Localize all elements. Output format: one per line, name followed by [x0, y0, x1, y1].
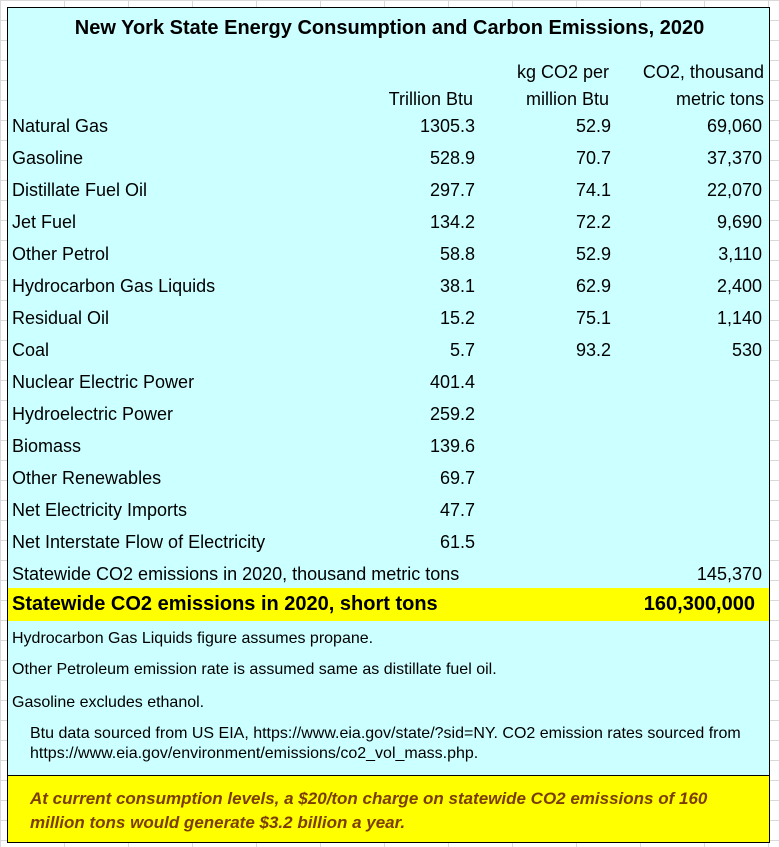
- row-label: Net Electricity Imports: [12, 500, 188, 520]
- summary-short-value: 160,300,000: [643, 593, 755, 615]
- note-other-petrol: Other Petroleum emission rate is assumed…: [12, 661, 497, 678]
- table-row: Nuclear Electric Power 401.4: [8, 366, 769, 398]
- table-row: Other Renewables 69.7: [8, 462, 769, 494]
- table-row: Biomass 139.6: [8, 430, 769, 462]
- table-row: Hydroelectric Power 259.2: [8, 398, 769, 430]
- table-row: Net Interstate Flow of Electricity 61.5: [8, 526, 769, 558]
- row-rate: 52.9: [575, 244, 611, 264]
- table-row: Gasoline 528.9 70.7 37,370: [8, 142, 769, 174]
- row-btu: 38.1: [439, 276, 475, 296]
- row-label: Hydrocarbon Gas Liquids: [12, 276, 216, 296]
- row-label: Jet Fuel: [12, 212, 77, 232]
- row-co2: 37,370: [706, 148, 762, 168]
- row-btu: 47.7: [439, 500, 475, 520]
- header-rate-line2: million Btu: [525, 89, 609, 109]
- row-co2: 1,140: [716, 308, 762, 328]
- header-rate-line1: kg CO2 per: [516, 62, 609, 82]
- table-row: Distillate Fuel Oil 297.7 74.1 22,070: [8, 174, 769, 206]
- row-btu: 5.7: [449, 340, 475, 360]
- note-source: Btu data sourced from US EIA, https://ww…: [30, 725, 741, 762]
- row-rate: 93.2: [575, 340, 611, 360]
- table-row: Net Electricity Imports 47.7: [8, 494, 769, 526]
- header-btu: Trillion Btu: [388, 89, 473, 109]
- summary-short-tons-row: Statewide CO2 emissions in 2020, short t…: [8, 588, 769, 621]
- row-rate: 52.9: [575, 116, 611, 136]
- table-row: Other Petrol 58.8 52.9 3,110: [8, 238, 769, 270]
- row-rate: 74.1: [575, 180, 611, 200]
- row-rate: 72.2: [575, 212, 611, 232]
- row-btu: 401.4: [429, 372, 475, 392]
- summary-metric-row: Statewide CO2 emissions in 2020, thousan…: [8, 558, 769, 590]
- row-label: Residual Oil: [12, 308, 110, 328]
- row-co2: 3,110: [718, 244, 762, 264]
- row-btu: 259.2: [429, 404, 475, 424]
- row-label: Net Interstate Flow of Electricity: [12, 532, 266, 552]
- row-rate: 62.9: [575, 276, 611, 296]
- row-btu: 1305.3: [419, 116, 475, 136]
- table-row: Residual Oil 15.2 75.1 1,140: [8, 302, 769, 334]
- row-btu: 69.7: [439, 468, 475, 488]
- table-title: New York State Energy Consumption and Ca…: [74, 17, 705, 39]
- row-co2: 69,060: [706, 116, 762, 136]
- row-co2: 22,070: [706, 180, 762, 200]
- row-co2: 2,400: [716, 276, 762, 296]
- row-btu: 528.9: [429, 148, 475, 168]
- summary-metric-label: Statewide CO2 emissions in 2020, thousan…: [12, 564, 460, 584]
- row-rate: 75.1: [575, 308, 611, 328]
- row-label: Gasoline: [12, 148, 84, 168]
- table-row: Coal 5.7 93.2 530: [8, 334, 769, 366]
- header-co2-line2: metric tons: [675, 89, 764, 109]
- summary-metric-value: 145,370: [696, 564, 762, 584]
- row-co2: 530: [731, 340, 762, 360]
- row-btu: 58.8: [439, 244, 475, 264]
- row-label: Other Petrol: [12, 244, 110, 264]
- row-label: Biomass: [12, 436, 82, 456]
- header-rate: kg CO2 per million Btu: [469, 59, 609, 113]
- table-row: Jet Fuel 134.2 72.2 9,690: [8, 206, 769, 238]
- row-label: Nuclear Electric Power: [12, 372, 195, 392]
- row-btu: 61.5: [439, 532, 475, 552]
- row-btu: 134.2: [429, 212, 475, 232]
- table-row: Natural Gas 1305.3 52.9 69,060: [8, 110, 769, 142]
- footer-text: At current consumption levels, a $20/ton…: [30, 789, 708, 832]
- header-co2-line1: CO2, thousand: [642, 62, 764, 82]
- row-btu: 139.6: [429, 436, 475, 456]
- row-btu: 297.7: [429, 180, 475, 200]
- row-btu: 15.2: [439, 308, 475, 328]
- row-label: Coal: [12, 340, 50, 360]
- row-co2: 9,690: [716, 212, 762, 232]
- energy-table-panel: New York State Energy Consumption and Ca…: [7, 7, 770, 843]
- footer-callout: At current consumption levels, a $20/ton…: [8, 775, 769, 842]
- row-label: Hydroelectric Power: [12, 404, 174, 424]
- header-co2: CO2, thousand metric tons: [604, 59, 764, 113]
- table-row: Hydrocarbon Gas Liquids 38.1 62.9 2,400: [8, 270, 769, 302]
- note-hgl: Hydrocarbon Gas Liquids figure assumes p…: [12, 630, 374, 647]
- row-label: Distillate Fuel Oil: [12, 180, 148, 200]
- note-gasoline: Gasoline excludes ethanol.: [12, 694, 205, 711]
- row-label: Natural Gas: [12, 116, 109, 136]
- row-label: Other Renewables: [12, 468, 162, 488]
- summary-short-label: Statewide CO2 emissions in 2020, short t…: [12, 593, 438, 615]
- row-rate: 70.7: [575, 148, 611, 168]
